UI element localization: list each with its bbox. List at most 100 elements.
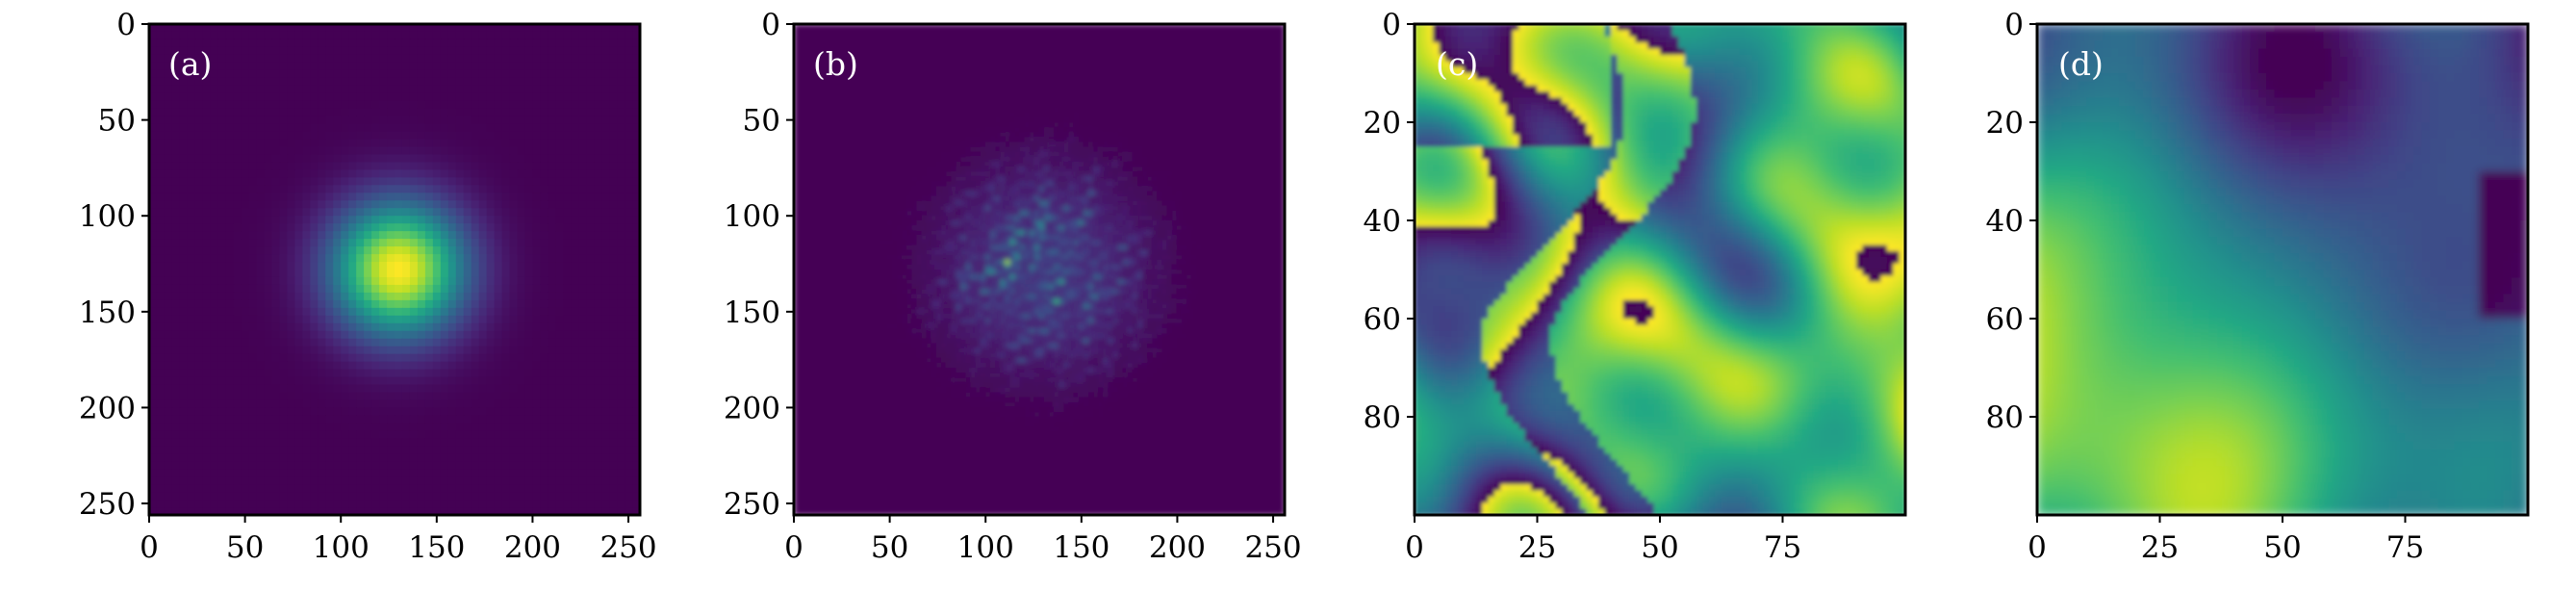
heatmap-cell bbox=[180, 262, 189, 270]
heatmap-cell bbox=[1191, 39, 1197, 44]
heatmap-cell bbox=[892, 64, 898, 69]
heatmap-cell bbox=[594, 370, 602, 378]
heatmap-cell bbox=[425, 446, 434, 454]
heatmap-cell bbox=[294, 147, 303, 156]
heatmap-cell bbox=[966, 59, 972, 64]
heatmap-cell bbox=[594, 208, 602, 217]
heatmap-cell bbox=[609, 476, 618, 485]
heatmap-cell bbox=[617, 177, 625, 186]
heatmap-cell bbox=[387, 300, 395, 309]
heatmap-cell bbox=[418, 430, 426, 439]
heatmap-cell bbox=[188, 399, 196, 408]
heatmap-cell bbox=[356, 162, 365, 170]
heatmap-cell bbox=[555, 300, 564, 309]
heatmap-cell bbox=[395, 55, 403, 64]
heatmap-cell bbox=[571, 407, 579, 416]
heatmap-cell bbox=[1137, 34, 1143, 39]
heatmap-cell bbox=[487, 147, 496, 156]
heatmap-cell bbox=[456, 423, 465, 431]
heatmap-cell bbox=[1079, 59, 1084, 64]
heatmap-cell bbox=[195, 385, 204, 394]
heatmap-cell bbox=[242, 216, 250, 224]
heatmap-cell bbox=[917, 43, 923, 49]
heatmap-cell bbox=[548, 293, 556, 301]
heatmap-cell bbox=[456, 285, 465, 294]
heatmap-cell bbox=[456, 461, 465, 470]
heatmap-cell bbox=[364, 423, 372, 431]
heatmap-cell bbox=[510, 453, 519, 462]
heatmap-cell bbox=[510, 93, 519, 102]
heatmap-cell bbox=[571, 339, 579, 347]
heatmap-cell bbox=[472, 500, 480, 508]
heatmap-cell bbox=[257, 200, 266, 209]
heatmap-cell bbox=[1216, 59, 1222, 64]
heatmap-cell bbox=[524, 300, 533, 309]
heatmap-cell bbox=[609, 339, 618, 347]
heatmap-cell bbox=[203, 147, 212, 156]
heatmap-cell bbox=[318, 147, 326, 156]
heatmap-cell bbox=[180, 147, 189, 156]
heatmap-cell bbox=[456, 32, 465, 40]
heatmap-cell bbox=[249, 239, 258, 247]
heatmap-cell bbox=[234, 185, 242, 193]
heatmap-cell bbox=[356, 223, 365, 232]
heatmap-cell bbox=[211, 415, 219, 424]
heatmap-cell bbox=[272, 70, 281, 79]
heatmap-cell bbox=[195, 239, 204, 247]
heatmap-cell bbox=[594, 293, 602, 301]
heatmap-cell bbox=[195, 293, 204, 301]
heatmap-cell bbox=[563, 285, 572, 294]
heatmap-cell bbox=[402, 438, 411, 447]
heatmap-cell bbox=[571, 492, 579, 501]
heatmap-cell bbox=[617, 169, 625, 178]
heatmap-cell bbox=[448, 377, 457, 386]
heatmap-cell bbox=[601, 208, 610, 217]
heatmap-cell bbox=[364, 246, 372, 255]
heatmap-cell bbox=[402, 132, 411, 141]
heatmap-cell bbox=[594, 453, 602, 462]
heatmap-cell bbox=[456, 169, 465, 178]
heatmap-cell bbox=[165, 331, 173, 340]
heatmap-cell bbox=[242, 124, 250, 133]
heatmap-cell bbox=[1058, 34, 1064, 39]
heatmap-cell bbox=[441, 132, 449, 141]
heatmap-cell bbox=[518, 246, 526, 255]
heatmap-cell bbox=[195, 354, 204, 363]
heatmap-cell bbox=[242, 39, 250, 48]
heatmap-cell bbox=[294, 270, 303, 278]
heatmap-cell bbox=[379, 124, 388, 133]
heatmap-cell bbox=[1152, 59, 1158, 64]
heatmap-cell bbox=[242, 385, 250, 394]
heatmap-cell bbox=[540, 200, 548, 209]
heatmap-cell bbox=[625, 86, 633, 94]
heatmap-cell bbox=[617, 347, 625, 355]
heatmap-cell bbox=[1250, 49, 1256, 55]
heatmap-cell bbox=[922, 59, 928, 64]
heatmap-cell bbox=[211, 154, 219, 163]
heatmap-cell bbox=[601, 484, 610, 493]
heatmap-cell bbox=[218, 147, 227, 156]
heatmap-cell bbox=[364, 476, 372, 485]
heatmap-cell bbox=[310, 169, 319, 178]
heatmap-cell bbox=[1084, 59, 1089, 64]
heatmap-cell bbox=[257, 469, 266, 477]
heatmap-cell bbox=[594, 55, 602, 64]
heatmap-cell bbox=[1128, 49, 1134, 55]
heatmap-cell bbox=[333, 147, 342, 156]
heatmap-cell bbox=[1191, 59, 1197, 64]
heatmap-cell bbox=[472, 323, 480, 332]
heatmap-cell bbox=[341, 453, 349, 462]
heatmap-cell bbox=[433, 415, 442, 424]
heatmap-cell bbox=[226, 124, 235, 133]
heatmap-cell bbox=[532, 47, 541, 56]
heatmap-cell bbox=[853, 34, 858, 39]
heatmap-cell bbox=[402, 63, 411, 71]
heatmap-cell bbox=[448, 277, 457, 286]
heatmap-cell bbox=[985, 64, 991, 69]
heatmap-cell bbox=[265, 347, 273, 355]
heatmap-cell bbox=[609, 124, 618, 133]
heatmap-cell bbox=[348, 270, 357, 278]
heatmap-cell bbox=[242, 453, 250, 462]
heatmap-cell bbox=[448, 86, 457, 94]
heatmap-cell bbox=[371, 63, 380, 71]
